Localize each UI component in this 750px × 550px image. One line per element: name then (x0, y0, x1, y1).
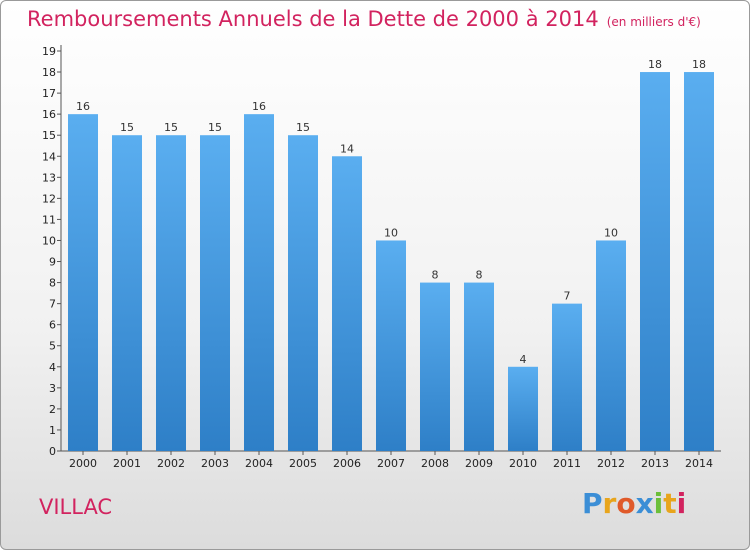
x-tick-label-2000: 2000 (69, 457, 97, 470)
x-tick-label-2005: 2005 (289, 457, 317, 470)
chart-title-text: Remboursements Annuels de la Dette de 20… (27, 7, 599, 31)
logo-letter: x (635, 487, 654, 520)
y-tick-label: 3 (49, 382, 56, 395)
chart-title: Remboursements Annuels de la Dette de 20… (27, 7, 701, 31)
x-tick-label-2009: 2009 (465, 457, 493, 470)
y-tick-label: 15 (42, 129, 56, 142)
y-tick-label: 6 (49, 319, 56, 332)
value-label-2014: 18 (692, 58, 706, 71)
y-tick-label: 9 (49, 256, 56, 269)
value-label-2007: 10 (384, 226, 398, 239)
x-tick-label-2014: 2014 (685, 457, 713, 470)
x-tick-label-2006: 2006 (333, 457, 361, 470)
y-tick-label: 16 (42, 108, 56, 121)
bar-2008 (420, 282, 450, 451)
x-tick-label-2012: 2012 (597, 457, 625, 470)
y-tick-label: 4 (49, 361, 56, 374)
bar-2000 (68, 114, 98, 451)
logo-letter: r (602, 487, 617, 520)
bars (68, 72, 714, 452)
value-label-2012: 10 (604, 226, 618, 239)
y-tick-label: 5 (49, 340, 56, 353)
value-label-2011: 7 (564, 290, 571, 303)
y-tick-label: 10 (42, 234, 56, 247)
y-tick-label: 19 (42, 45, 56, 58)
y-tick-label: 8 (49, 277, 56, 290)
logo-letter: o (616, 487, 636, 520)
value-label-2008: 8 (432, 269, 439, 282)
value-label-2010: 4 (520, 353, 527, 366)
y-tick-label: 7 (49, 298, 56, 311)
y-tick-label: 12 (42, 192, 56, 205)
value-label-2001: 15 (120, 121, 134, 134)
x-tick-label-2008: 2008 (421, 457, 449, 470)
y-tick-label: 13 (42, 171, 56, 184)
bar-2012 (596, 240, 626, 451)
value-label-2005: 15 (296, 121, 310, 134)
bar-2010 (508, 366, 538, 451)
x-tick-label-2002: 2002 (157, 457, 185, 470)
x-tick-label-2003: 2003 (201, 457, 229, 470)
bar-2005 (288, 135, 318, 452)
value-label-2002: 15 (164, 121, 178, 134)
x-tick-label-2007: 2007 (377, 457, 405, 470)
x-tick-label-2004: 2004 (245, 457, 273, 470)
x-tick-label-2013: 2013 (641, 457, 669, 470)
value-labels: 16 15 15 15 16 15 14 10 8 8 4 7 10 18 18 (76, 58, 706, 366)
logo-letter: P (582, 487, 603, 520)
y-tick-label: 1 (49, 424, 56, 437)
bar-2011 (552, 303, 582, 451)
bar-2004 (244, 114, 274, 451)
value-label-2013: 18 (648, 58, 662, 71)
x-tick-label-2010: 2010 (509, 457, 537, 470)
logo-letter: t (663, 487, 677, 520)
bar-2007 (376, 240, 406, 451)
value-label-2000: 16 (76, 100, 90, 113)
value-label-2006: 14 (340, 142, 354, 155)
x-tick-label-2001: 2001 (113, 457, 141, 470)
commune-name: VILLAC (39, 495, 113, 519)
logo-letter: i (653, 487, 664, 520)
bar-2009 (464, 282, 494, 451)
y-tick-label: 2 (49, 403, 56, 416)
y-tick-label: 0 (49, 445, 56, 458)
bar-2014 (684, 72, 714, 451)
proxiti-logo: Proxiti (582, 487, 686, 520)
x-tick-label-2011: 2011 (553, 457, 581, 470)
logo-letter: i (676, 487, 687, 520)
y-tick-label: 14 (42, 150, 56, 163)
bar-2013 (640, 72, 670, 451)
bar-2006 (332, 156, 362, 451)
value-label-2004: 16 (252, 100, 266, 113)
bar-2002 (156, 135, 186, 452)
bar-2001 (112, 135, 142, 452)
value-label-2009: 8 (476, 269, 483, 282)
value-label-2003: 15 (208, 121, 222, 134)
bar-2003 (200, 135, 230, 452)
y-tick-label: 17 (42, 87, 56, 100)
chart-unit: (en milliers d'€) (606, 15, 701, 29)
y-tick-label: 11 (42, 213, 56, 226)
y-tick-label: 18 (42, 66, 56, 79)
